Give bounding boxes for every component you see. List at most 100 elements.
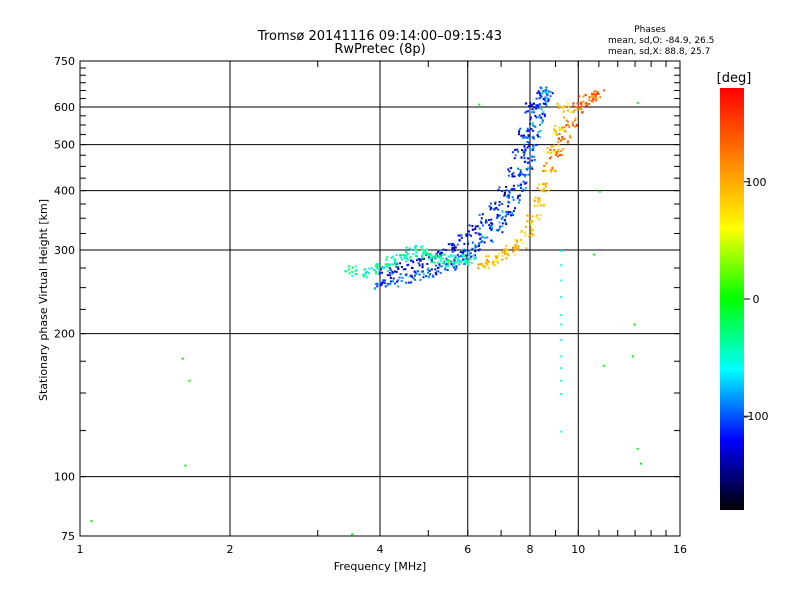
data-point (512, 172, 515, 174)
data-point (573, 109, 576, 112)
data-point (388, 263, 391, 266)
data-point (534, 125, 537, 128)
data-point (344, 270, 347, 273)
data-point (555, 130, 558, 133)
x-axis-label: Frequency [MHz] (334, 560, 426, 573)
data-point (519, 171, 522, 174)
data-point (384, 265, 387, 268)
data-point (500, 217, 503, 220)
data-point (428, 254, 431, 257)
data-point (538, 97, 541, 100)
data-point (566, 102, 569, 105)
data-point (522, 188, 525, 191)
data-point (560, 279, 563, 282)
data-point (476, 225, 479, 228)
data-point (365, 276, 368, 279)
data-point (447, 264, 450, 267)
data-point (516, 148, 519, 151)
data-point (479, 233, 482, 236)
data-point (495, 229, 498, 232)
data-point (422, 257, 425, 260)
data-point (432, 255, 435, 258)
data-point (557, 137, 560, 140)
data-point (494, 207, 497, 210)
data-point (559, 139, 562, 142)
data-point (461, 253, 463, 256)
data-point (410, 248, 413, 251)
data-point (464, 258, 467, 261)
data-point (555, 152, 558, 155)
data-point (474, 257, 476, 260)
data-point (498, 204, 501, 207)
data-point (531, 108, 534, 111)
data-point (494, 201, 497, 204)
data-point (514, 148, 517, 151)
data-point (455, 267, 458, 270)
data-point (486, 236, 489, 239)
data-point (400, 265, 403, 268)
data-point (506, 248, 509, 251)
data-point (373, 287, 376, 290)
data-point (636, 101, 639, 104)
data-point (527, 136, 530, 139)
data-point (539, 214, 542, 217)
data-point (532, 124, 534, 127)
data-point (527, 144, 530, 147)
data-point (483, 236, 486, 239)
data-point (524, 111, 527, 114)
data-point (498, 214, 501, 217)
data-point (538, 198, 541, 201)
data-point (437, 270, 440, 273)
data-point (421, 248, 424, 251)
x-tick-label: 1 (77, 543, 84, 556)
data-point (414, 278, 417, 281)
data-point (451, 250, 454, 253)
data-point (439, 255, 442, 258)
data-point (368, 272, 370, 275)
data-point (429, 273, 432, 276)
data-point (505, 185, 508, 188)
data-point (435, 273, 438, 276)
data-point (547, 151, 550, 154)
x-tick-label: 2 (227, 543, 234, 556)
data-point (355, 269, 358, 272)
data-point (516, 184, 519, 187)
data-point (404, 257, 406, 260)
data-point (407, 281, 410, 284)
data-point (529, 102, 532, 105)
data-point (514, 154, 517, 157)
data-point (419, 259, 422, 262)
data-point (567, 140, 570, 143)
chart-subtitle: RwPretec (8p) (334, 42, 425, 57)
data-point (393, 258, 396, 261)
data-point (478, 233, 481, 236)
data-point (524, 174, 527, 176)
data-point (376, 266, 378, 269)
data-point (537, 200, 540, 203)
data-point (591, 93, 593, 95)
data-point (438, 256, 441, 259)
data-point (534, 159, 537, 162)
data-point (488, 224, 491, 227)
data-point (441, 254, 444, 256)
data-point (549, 91, 552, 93)
data-point (563, 116, 565, 119)
data-point (519, 172, 522, 175)
data-point (442, 257, 445, 260)
data-point (553, 129, 556, 132)
data-point (547, 90, 550, 93)
data-point (518, 129, 521, 132)
data-point (513, 187, 516, 190)
data-point (188, 379, 191, 382)
data-point (530, 232, 533, 235)
data-point (501, 254, 504, 257)
data-point (531, 159, 533, 162)
data-point (410, 274, 413, 277)
data-point (563, 126, 566, 129)
phases-stat-x: mean, sd,X: 88.8, 25.7 (608, 47, 710, 57)
data-point (517, 167, 520, 170)
data-point (376, 265, 379, 268)
data-point (451, 242, 454, 245)
data-point (562, 109, 565, 112)
data-point (435, 264, 438, 267)
